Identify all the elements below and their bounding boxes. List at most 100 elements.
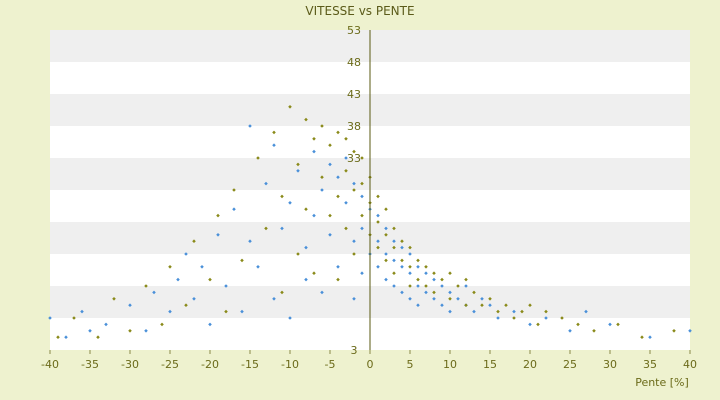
data-point-series-2 [328, 213, 332, 218]
x-tick-label: 25 [563, 358, 577, 371]
data-point-series-2 [416, 277, 420, 282]
data-point-series-2 [400, 258, 404, 263]
y-tick-label: 38 [347, 120, 361, 133]
data-point-series-2 [408, 265, 412, 269]
x-tick-label: -20 [201, 358, 219, 371]
x-tick-label: -35 [81, 358, 99, 371]
data-point-series-2 [512, 316, 516, 320]
data-point-series-1 [256, 265, 260, 269]
x-tick-label: -10 [281, 358, 299, 371]
data-point-series-1 [168, 309, 172, 314]
data-point-series-2 [280, 194, 284, 199]
data-point-series-2 [360, 156, 364, 160]
data-points [48, 105, 692, 339]
data-point-series-1 [432, 277, 436, 282]
data-point-series-1 [328, 233, 332, 237]
x-tick-label: -30 [121, 358, 139, 371]
data-point-series-1 [240, 309, 244, 314]
data-point-series-1 [416, 284, 420, 288]
data-point-series-2 [168, 265, 172, 269]
data-point-series-2 [352, 188, 356, 192]
data-point-series-2 [376, 245, 380, 250]
data-point-series-1 [144, 329, 148, 333]
data-point-series-2 [376, 194, 380, 199]
data-point-series-2 [480, 303, 484, 307]
data-point-series-2 [216, 213, 220, 218]
data-point-series-2 [472, 290, 476, 295]
data-point-series-1 [360, 226, 364, 231]
x-tick-label: 10 [443, 358, 457, 371]
data-point-series-1 [224, 284, 228, 288]
data-point-series-2 [144, 284, 148, 288]
data-point-series-1 [352, 297, 356, 301]
data-point-series-1 [232, 207, 236, 211]
data-point-series-1 [280, 226, 284, 231]
data-point-series-1 [304, 277, 308, 282]
data-point-series-2 [184, 303, 188, 307]
data-point-series-2 [672, 329, 676, 333]
data-point-series-2 [232, 188, 236, 192]
data-point-series-2 [592, 329, 596, 333]
data-point-series-1 [208, 322, 212, 327]
data-point-series-2 [280, 290, 284, 295]
data-point-series-2 [432, 290, 436, 295]
data-point-series-2 [360, 181, 364, 186]
data-point-series-2 [504, 303, 508, 307]
data-point-series-1 [392, 239, 396, 243]
data-point-series-1 [304, 245, 308, 250]
x-axis-ticks: -40 -35 -30 -25 -20 -15 -10 -5 0 5 10 15 20 25 30 35 40 [41, 350, 697, 371]
data-point-series-1 [264, 181, 268, 186]
x-tick-label: 20 [523, 358, 537, 371]
data-point-series-1 [64, 335, 68, 339]
data-point-series-2 [112, 297, 116, 301]
data-point-series-2 [416, 258, 420, 263]
data-point-series-1 [480, 297, 484, 301]
data-point-series-1 [344, 156, 348, 160]
data-point-series-2 [336, 194, 340, 199]
data-point-series-1 [192, 297, 196, 301]
data-point-series-1 [424, 271, 428, 275]
data-point-series-2 [496, 309, 500, 314]
data-point-series-1 [456, 297, 460, 301]
data-point-series-1 [312, 213, 316, 218]
data-point-series-1 [344, 201, 348, 205]
data-point-series-2 [616, 322, 620, 327]
data-point-series-2 [56, 335, 60, 339]
data-point-series-1 [544, 316, 548, 320]
y-tick-label: 53 [347, 24, 361, 37]
data-point-series-1 [472, 309, 476, 314]
data-point-series-1 [440, 284, 444, 288]
x-tick-label: 0 [367, 358, 374, 371]
data-point-series-2 [392, 245, 396, 250]
data-point-series-2 [208, 277, 212, 282]
data-point-series-2 [264, 226, 268, 231]
data-point-series-2 [392, 271, 396, 275]
data-point-series-1 [376, 265, 380, 269]
data-point-series-2 [344, 226, 348, 231]
x-tick-label: -5 [325, 358, 336, 371]
data-point-series-1 [376, 213, 380, 218]
data-point-series-1 [320, 188, 324, 192]
data-point-series-1 [384, 252, 388, 256]
data-point-series-1 [648, 335, 652, 339]
data-point-series-1 [104, 322, 108, 327]
y-tick-label: 33 [347, 152, 361, 165]
data-point-series-2 [456, 284, 460, 288]
data-point-series-2 [240, 258, 244, 263]
data-point-series-2 [272, 130, 276, 135]
data-point-series-1 [384, 277, 388, 282]
data-point-series-1 [408, 271, 412, 275]
data-point-series-1 [400, 265, 404, 269]
data-point-series-1 [176, 277, 180, 282]
data-point-series-2 [320, 175, 324, 179]
data-point-series-1 [496, 316, 500, 320]
data-point-series-2 [376, 220, 380, 224]
data-point-series-1 [448, 290, 452, 295]
data-point-series-2 [432, 271, 436, 275]
data-point-series-2 [256, 156, 260, 160]
data-point-series-2 [336, 277, 340, 282]
data-point-series-2 [296, 162, 300, 167]
x-tick-label: -40 [41, 358, 59, 371]
data-point-series-1 [416, 265, 420, 269]
